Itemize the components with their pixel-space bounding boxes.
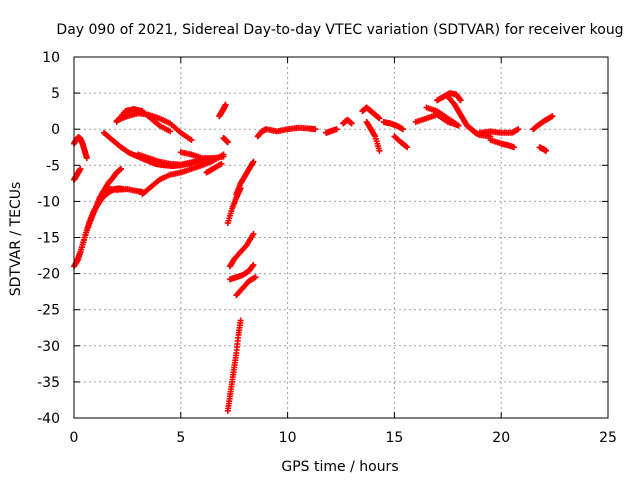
x-tick-label: 25 — [599, 430, 617, 446]
series-seg-ai — [530, 113, 556, 133]
data-point — [167, 128, 174, 135]
data-point — [376, 147, 383, 154]
data-point — [224, 139, 231, 146]
y-tick-label: 0 — [51, 122, 60, 138]
data-points — [71, 90, 556, 414]
series-seg-ab — [412, 111, 462, 129]
series-seg-w — [340, 116, 355, 127]
data-point — [252, 274, 259, 281]
series-seg-ac — [434, 90, 464, 104]
data-point — [348, 120, 355, 127]
series-seg-l — [203, 160, 225, 176]
x-tick-label: 0 — [70, 430, 79, 446]
series-seg-t — [224, 317, 244, 414]
series-seg-af — [476, 126, 522, 136]
series-seg-n — [220, 134, 231, 146]
series-seg-u — [254, 124, 319, 140]
y-tick-label: -25 — [37, 303, 60, 319]
series-seg-d — [73, 185, 127, 266]
data-point — [455, 122, 462, 129]
data-point — [188, 137, 195, 144]
data-point — [543, 147, 550, 154]
series-seg-x — [359, 104, 383, 122]
y-axis-label: SDTVAR / TECUs — [8, 182, 24, 297]
data-point — [250, 261, 257, 268]
series-seg-ag — [487, 137, 518, 151]
data-point — [117, 165, 124, 172]
data-point — [399, 126, 406, 133]
series-seg-k — [177, 149, 227, 162]
data-point — [515, 126, 522, 133]
series-seg-p — [233, 158, 257, 198]
y-tick-label: -5 — [46, 158, 60, 174]
x-tick-label: 5 — [176, 430, 185, 446]
y-tick-label: -20 — [37, 267, 60, 283]
data-point — [457, 97, 464, 104]
series-seg-e — [103, 185, 146, 196]
series-seg-v — [323, 126, 340, 136]
x-axis-label: GPS time / hours — [281, 459, 398, 475]
series-seg-z — [380, 118, 406, 133]
data-point — [403, 143, 410, 150]
data-point — [218, 160, 225, 167]
data-point — [549, 113, 556, 120]
y-tick-label: 5 — [51, 86, 60, 102]
data-point — [237, 317, 244, 324]
data-point — [222, 101, 229, 108]
data-point — [333, 126, 340, 133]
series-seg-ae — [423, 104, 462, 129]
series-seg-aa — [391, 133, 411, 151]
y-tick-label: -40 — [37, 411, 60, 427]
data-point — [250, 230, 257, 237]
data-point — [511, 144, 518, 151]
series-seg-b — [71, 165, 84, 183]
data-point — [404, 144, 411, 151]
y-tick-label: 10 — [42, 50, 60, 66]
y-tick-label: -35 — [37, 375, 60, 391]
chart-title: Day 090 of 2021, Sidereal Day-to-day VTE… — [56, 22, 623, 38]
data-point — [250, 158, 257, 165]
x-tick-label: 10 — [279, 430, 297, 446]
series-seg-y — [363, 118, 383, 154]
x-tick-label: 20 — [492, 430, 510, 446]
data-point — [83, 155, 90, 162]
axis-ticks — [73, 56, 609, 419]
series-seg-m — [216, 101, 229, 120]
series-seg-r — [226, 261, 257, 283]
tick-labels: 0 5 10 15 20 25 10 5 0 -5 -10 -15 -20 -25 -30 -35 -40 — [37, 50, 617, 446]
data-point — [312, 126, 319, 133]
grid-lines — [74, 57, 608, 418]
series-seg-o — [224, 185, 244, 227]
series-seg-h — [113, 110, 195, 144]
data-point — [220, 153, 227, 160]
y-tick-label: -10 — [37, 194, 60, 210]
x-tick-label: 15 — [385, 430, 403, 446]
y-tick-label: -30 — [37, 339, 60, 355]
data-point — [376, 115, 383, 122]
series-seg-s — [233, 274, 259, 299]
y-tick-label: -15 — [37, 231, 60, 247]
data-point — [77, 165, 84, 172]
series-seg-ah — [536, 144, 550, 154]
series-seg-q — [226, 230, 257, 270]
